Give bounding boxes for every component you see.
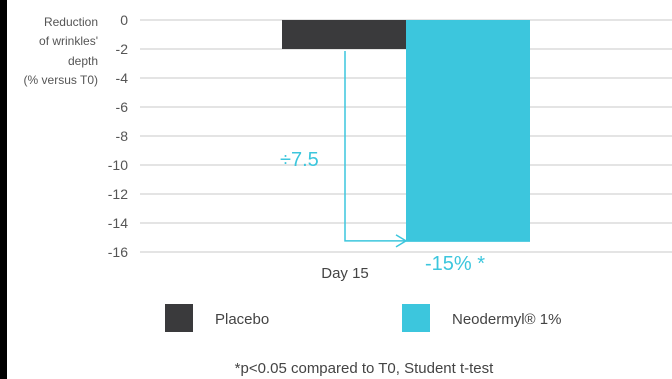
x-category-label: Day 15: [321, 265, 369, 282]
legend-label-placebo: Placebo: [215, 311, 269, 328]
y-tick-label: -6: [116, 99, 129, 115]
y-tick-label: -12: [108, 186, 128, 202]
grid-lines: [140, 19, 672, 253]
y-tick-label: -4: [116, 70, 129, 86]
bar-neodermyl: [406, 20, 530, 242]
y-tick-label: -14: [108, 215, 128, 231]
comparison-connector: [344, 51, 408, 248]
bar-placebo: [282, 20, 406, 49]
connector-arrowhead: [395, 234, 408, 248]
percent-annotation: -15% *: [425, 253, 485, 275]
y-axis-label-line-4: (% versus T0): [24, 73, 98, 87]
legend: Placebo Neodermyl® 1%: [165, 304, 561, 332]
y-tick-labels: 0 -2 -4 -6 -8 -10 -12 -14 -16: [108, 12, 128, 260]
y-tick-label: -2: [116, 41, 129, 57]
y-tick-label: -16: [108, 244, 128, 260]
ratio-annotation: ÷7.5: [280, 149, 319, 171]
left-border: [0, 0, 7, 379]
y-axis-label-line-2: of wrinkles': [39, 34, 98, 48]
legend-swatch-placebo: [165, 304, 193, 332]
legend-swatch-neodermyl: [402, 304, 430, 332]
y-tick-label: -8: [116, 128, 129, 144]
y-axis-label-line-1: Reduction: [44, 15, 98, 29]
footnote: *p<0.05 compared to T0, Student t-test: [235, 360, 494, 377]
legend-label-neodermyl: Neodermyl® 1%: [452, 311, 561, 328]
y-axis-label-line-3: depth: [68, 54, 98, 68]
connector-line: [344, 51, 406, 242]
y-tick-label: -10: [108, 157, 128, 173]
y-tick-label: 0: [120, 12, 128, 28]
bars: [282, 20, 530, 242]
y-axis-label: Reduction of wrinkles' depth (% versus T…: [24, 15, 98, 87]
